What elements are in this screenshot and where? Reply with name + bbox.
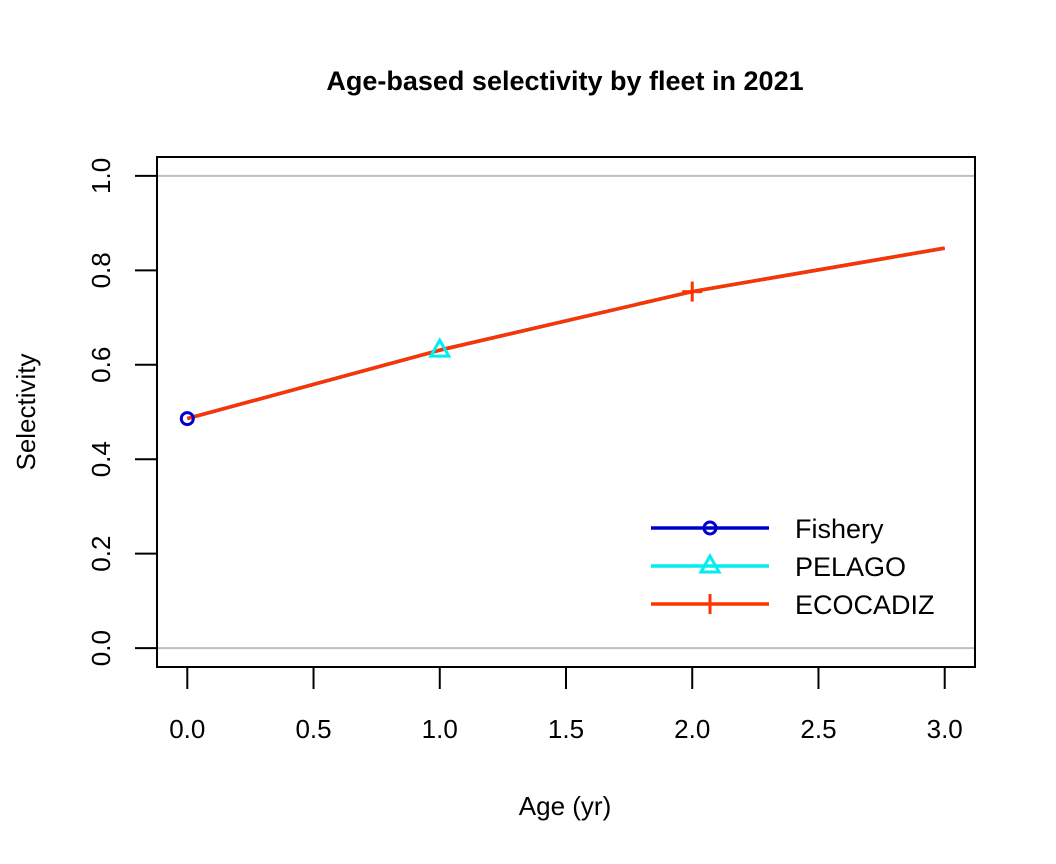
legend-marker-fishery xyxy=(702,520,718,536)
y-tick-label: 0.2 xyxy=(86,536,116,572)
series-line-ecocadiz xyxy=(186,246,946,421)
legend: Fishery PELAGO ECOCADIZ xyxy=(651,514,935,620)
x-tick-label: 1.0 xyxy=(422,714,458,744)
y-tick-label: 0.8 xyxy=(86,252,116,288)
x-tick-label: 1.5 xyxy=(548,714,584,744)
x-tick-label: 2.0 xyxy=(674,714,710,744)
legend-marker-ecocadiz xyxy=(700,594,720,614)
plot-area: 0.0 0.5 1.0 1.5 2.0 2.5 3.0 0.0 0.2 0.4 0.6 0.8 1.0 xyxy=(86,156,976,744)
x-tick-label: 2.5 xyxy=(800,714,836,744)
legend-label-fishery: Fishery xyxy=(795,514,884,544)
legend-label-ecocadiz: ECOCADIZ xyxy=(795,590,935,620)
x-tick-label: 0.0 xyxy=(169,714,205,744)
chart-title: Age-based selectivity by fleet in 2021 xyxy=(326,66,803,96)
legend-marker-pelago xyxy=(698,552,722,574)
data-point-ecocadiz-plus xyxy=(682,281,703,302)
y-tick-label: 0.6 xyxy=(86,347,116,383)
series-line-fishery xyxy=(186,246,946,421)
data-point-fishery-circle xyxy=(179,411,195,427)
x-tick-label: 3.0 xyxy=(927,714,963,744)
x-axis-label: Age (yr) xyxy=(519,791,611,821)
y-tick-label: 1.0 xyxy=(86,158,116,194)
y-tick-label: 0.0 xyxy=(86,630,116,666)
series-line-pelago xyxy=(186,246,946,421)
x-tick-label: 0.5 xyxy=(295,714,331,744)
data-point-pelago-triangle xyxy=(428,337,452,358)
y-axis-label: Selectivity xyxy=(11,353,41,470)
y-tick-label: 0.4 xyxy=(86,441,116,477)
legend-label-pelago: PELAGO xyxy=(795,552,906,582)
